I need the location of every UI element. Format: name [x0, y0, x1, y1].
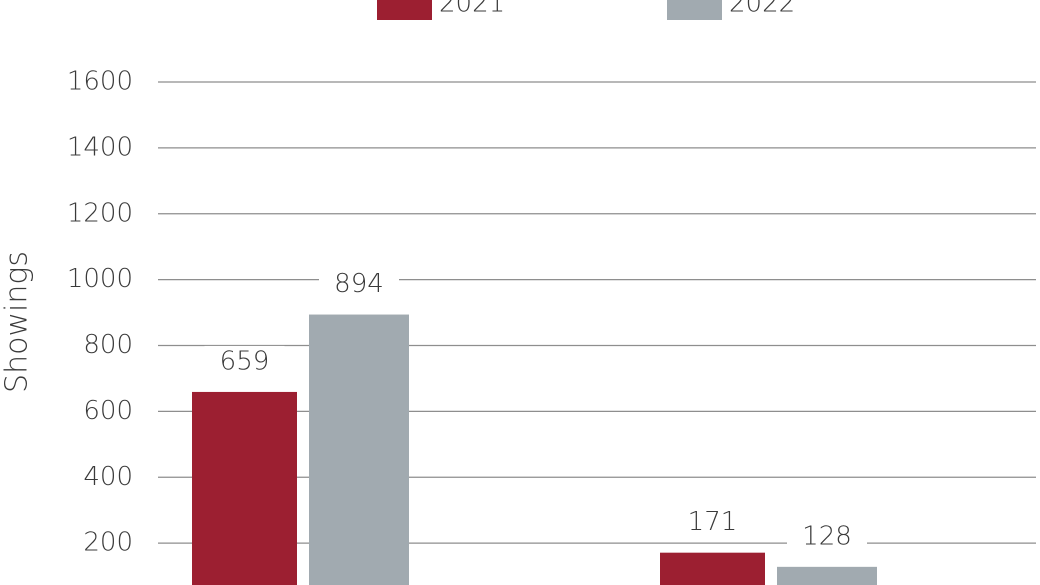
y-tick-label: 800: [83, 330, 133, 360]
y-tick-label: 1000: [67, 264, 133, 294]
legend-label: 2021: [439, 0, 505, 19]
value-label: 171: [688, 507, 738, 537]
y-axis-label: Showings: [0, 251, 35, 393]
value-label-bg: [319, 268, 399, 301]
value-label-bg: [672, 506, 753, 539]
legend-label: 2022: [729, 0, 795, 19]
y-tick-label: 1400: [67, 132, 133, 162]
bar: [309, 314, 409, 585]
value-label: 128: [802, 521, 852, 551]
value-label: 894: [334, 269, 384, 299]
legend-swatch: [377, 0, 432, 20]
legend-swatch: [667, 0, 722, 20]
y-tick-label: 1200: [67, 198, 133, 228]
bar: [777, 566, 877, 585]
value-label-bg: [787, 520, 867, 553]
bar: [192, 391, 297, 585]
bar: [660, 552, 765, 585]
y-tick-label: 400: [83, 462, 133, 492]
y-tick-label: 1600: [67, 67, 133, 97]
value-label: 659: [220, 346, 270, 376]
y-tick-label: 600: [83, 396, 133, 426]
y-tick-label: 200: [83, 528, 133, 558]
value-label-bg: [204, 345, 285, 378]
